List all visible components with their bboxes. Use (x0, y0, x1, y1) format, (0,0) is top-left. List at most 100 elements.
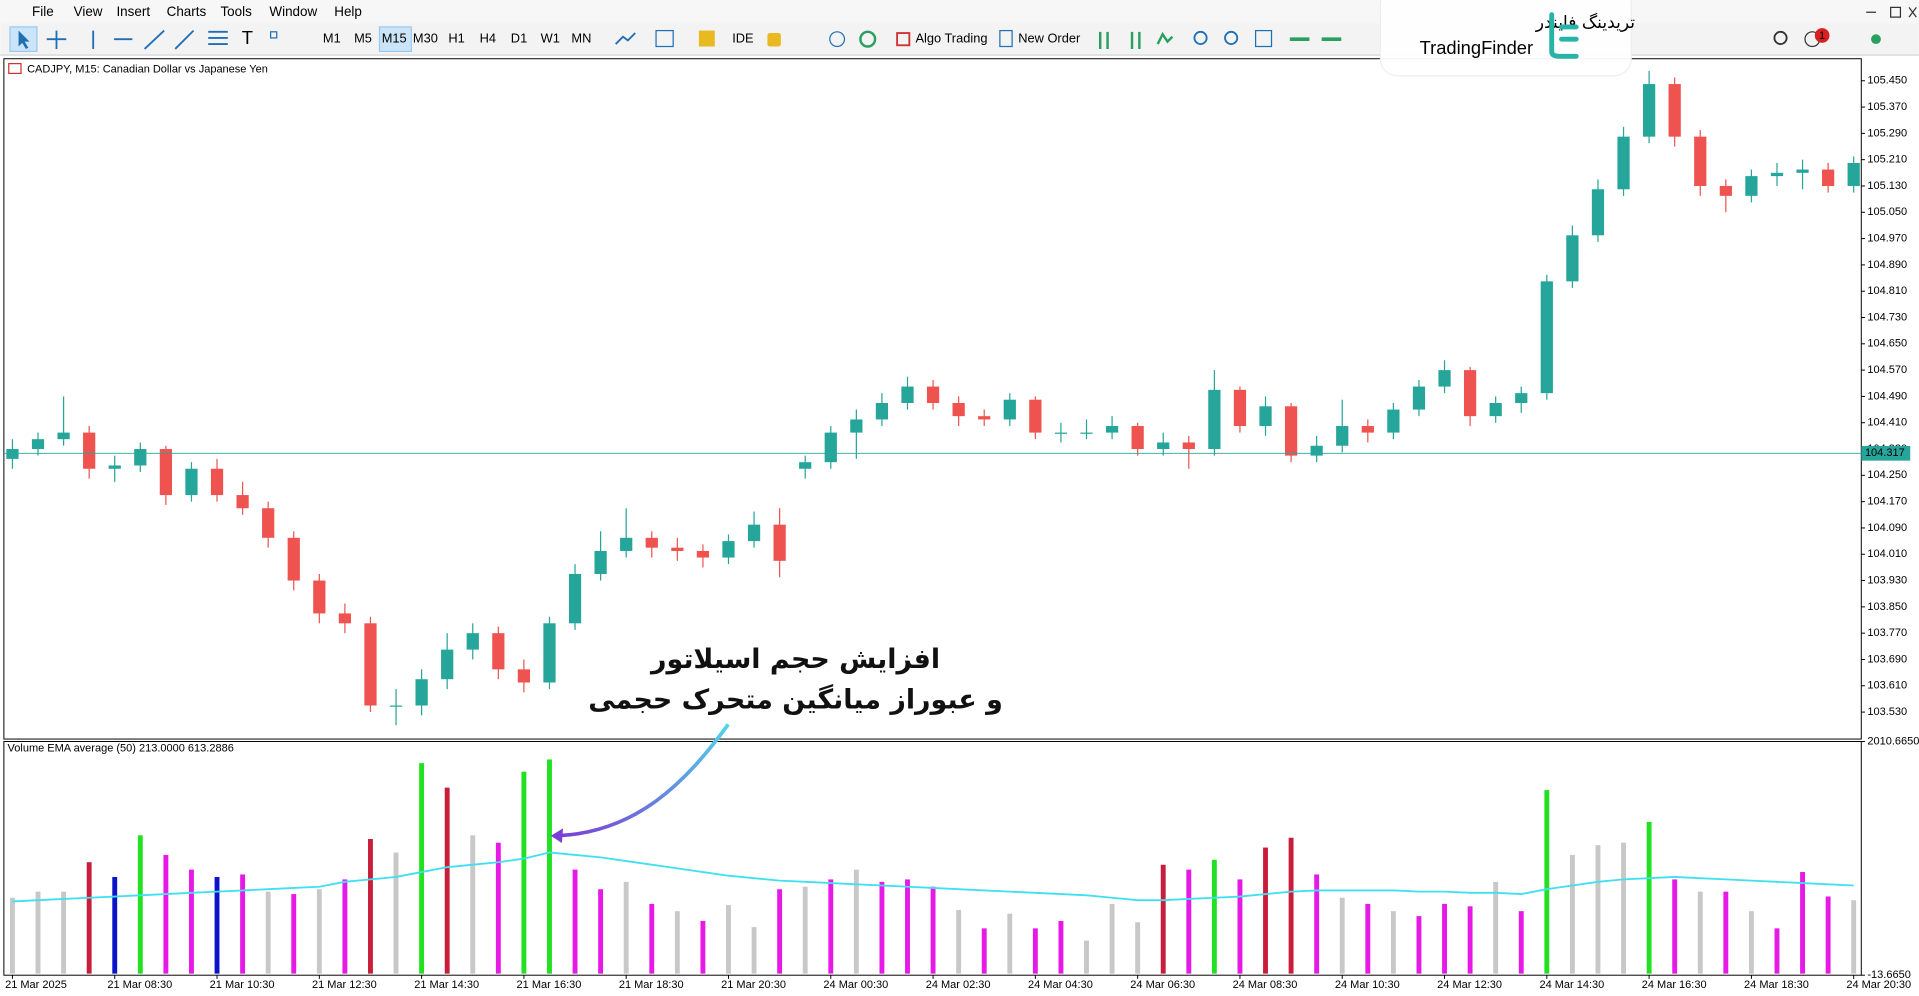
candle-body (901, 386, 914, 403)
candle-body (875, 402, 889, 420)
volume-bar (1851, 900, 1857, 974)
candle-body (722, 541, 735, 558)
candle-body (262, 508, 275, 538)
volume-bar (1084, 940, 1089, 974)
candle-body (31, 439, 45, 450)
order-icon[interactable] (999, 29, 1013, 48)
x-tick-label: 24 Mar 12:30 (1437, 979, 1502, 991)
volume-bar (86, 862, 92, 974)
volume-bar (802, 886, 808, 974)
menu-item[interactable]: Insert (116, 4, 150, 19)
candle-body (185, 468, 198, 496)
candle-body (108, 465, 121, 469)
volume-bar (1518, 911, 1524, 974)
zoom-in[interactable] (1193, 30, 1208, 45)
menu-item[interactable]: Tools (220, 4, 252, 19)
candle-body (1387, 409, 1400, 433)
candle-body (1003, 399, 1016, 420)
menu-item[interactable]: Window (269, 4, 317, 19)
signal-icon[interactable] (859, 30, 877, 48)
menu-item[interactable]: Charts (167, 4, 207, 19)
candle-body (543, 623, 556, 683)
crosshair-icon[interactable] (46, 30, 67, 49)
volume-bar (981, 928, 987, 974)
volume-bar (956, 910, 962, 974)
y-tick-label: 104.410 (1867, 417, 1907, 429)
candle-body (1157, 442, 1170, 450)
y-tick-label: 105.370 (1867, 101, 1907, 113)
y-tick-label: 104.970 (1867, 232, 1907, 244)
candle-body (466, 633, 479, 650)
candle-body (338, 613, 352, 624)
candle-body (620, 537, 633, 551)
y-tick-label: 105.130 (1867, 180, 1907, 192)
volume-bar (751, 927, 757, 974)
menu-item[interactable]: View (74, 4, 103, 19)
algo-icon[interactable] (896, 32, 911, 47)
zoom-out[interactable] (1224, 30, 1239, 45)
candle-body (517, 669, 531, 683)
volume-bar (61, 891, 67, 974)
volume-bar (1007, 913, 1013, 974)
timeframe-button[interactable]: M15 (382, 31, 407, 46)
volume-bar (1697, 891, 1703, 974)
timeframe-button[interactable]: W1 (541, 31, 560, 46)
timeframe-button[interactable]: D1 (511, 31, 527, 46)
timeframe-button[interactable]: H1 (448, 31, 464, 46)
candle-body (773, 524, 786, 561)
candle-body (1463, 370, 1477, 417)
y-tick-label: 104.250 (1867, 469, 1907, 481)
timeframe-button[interactable]: M30 (413, 31, 438, 46)
chart-type-icon[interactable] (615, 32, 636, 45)
window-controls[interactable] (1866, 6, 1917, 18)
volume-bar (1467, 906, 1473, 974)
current-price-label: 104.317 (1865, 447, 1905, 459)
timeframe-button[interactable]: M1 (323, 31, 341, 46)
x-tick-label: 21 Mar 2025 (5, 979, 67, 991)
tile-icon[interactable] (1254, 29, 1273, 48)
candle-body (1847, 162, 1860, 186)
candle-body (159, 449, 172, 496)
volume-bar (444, 787, 450, 974)
timeframe-button[interactable]: MN (571, 31, 591, 46)
lock-icon[interactable] (767, 33, 781, 47)
menu-item[interactable]: File (32, 4, 54, 19)
volume-bar (1135, 922, 1141, 974)
drawing-tools[interactable] (92, 29, 228, 50)
volume-bar (700, 920, 706, 974)
volume-bar (316, 889, 322, 974)
chart-style-icons[interactable] (1098, 31, 1174, 49)
candle-body (1412, 386, 1426, 410)
candle-body (1182, 442, 1195, 450)
y-tick-label: 103.930 (1867, 574, 1907, 586)
candle-body (210, 468, 224, 496)
algo-trading-button[interactable]: Algo Trading (915, 31, 987, 46)
new-order-button[interactable]: New Order (1018, 31, 1081, 46)
cloud-icon[interactable] (829, 31, 846, 48)
logo-latin: TradingFinder (1420, 37, 1534, 58)
timeframe-button[interactable]: M5 (354, 31, 372, 46)
x-tick-label: 21 Mar 14:30 (414, 979, 479, 991)
volume-bar (9, 897, 15, 974)
volume-bar (470, 835, 476, 974)
volume-bar (905, 879, 910, 974)
indicator-icon[interactable] (655, 29, 674, 48)
volume-bar (1237, 879, 1243, 974)
timeframe-button[interactable]: H4 (480, 31, 496, 46)
search-icon[interactable] (1773, 30, 1788, 45)
shapes-tool[interactable] (270, 31, 278, 39)
candle-body (645, 537, 658, 548)
volume-bar (1544, 790, 1550, 974)
volume-bar (214, 876, 220, 974)
volume-bar (547, 759, 552, 974)
x-tick-label: 21 Mar 10:30 (210, 979, 275, 991)
ide-button[interactable]: IDE (732, 31, 753, 46)
menu-item[interactable]: Help (334, 4, 362, 19)
text-tool[interactable]: T (242, 27, 253, 48)
market-icon[interactable] (698, 30, 715, 47)
candle-body (978, 416, 991, 420)
volume-bar (1442, 903, 1447, 974)
volume-bar (777, 889, 783, 974)
y-tick-label: 103.850 (1867, 601, 1907, 613)
